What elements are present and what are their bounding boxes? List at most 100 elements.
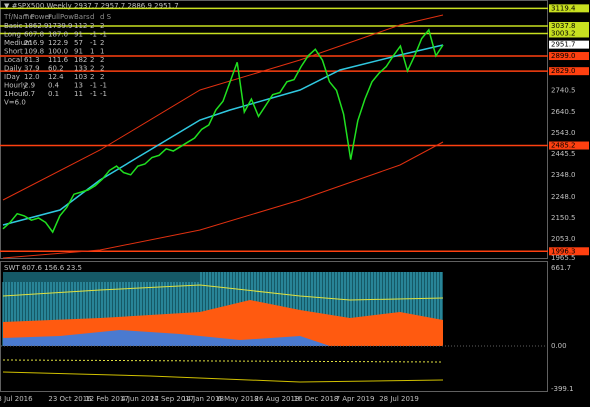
table-cell: 1862.9 bbox=[24, 22, 49, 30]
table-cell: 2.9 bbox=[24, 82, 35, 90]
table-cell: -1 bbox=[90, 39, 97, 47]
price-label: 2829.0 bbox=[551, 67, 576, 75]
indicator-axis-label: 661.7 bbox=[551, 264, 571, 272]
date-label: 26 Aug 2018 bbox=[255, 395, 300, 403]
table-footer: V=6.0 bbox=[4, 99, 26, 107]
table-cell: 2 bbox=[100, 73, 104, 81]
table-header: T Power bbox=[23, 13, 52, 21]
table-cell: 111.6 bbox=[48, 56, 69, 64]
table-header: d bbox=[90, 13, 94, 21]
table-cell: 2 bbox=[90, 56, 94, 64]
table-header: Bars bbox=[74, 13, 90, 21]
price-box bbox=[549, 67, 589, 76]
price-label: 2348.0 bbox=[551, 171, 576, 179]
table-cell: Local bbox=[4, 56, 22, 64]
table-cell: IDay bbox=[4, 73, 20, 81]
table-cell: -1 bbox=[90, 82, 97, 90]
price-label: 2053.0 bbox=[551, 235, 576, 243]
header: ▼ #SPX500,Weekly 2937.7 2957.7 2886.9 29… bbox=[4, 2, 179, 10]
price-box bbox=[549, 40, 589, 49]
table-header: d S bbox=[100, 13, 112, 21]
indicator-dash bbox=[2, 359, 444, 363]
table-cell: 11 bbox=[74, 90, 83, 98]
price-label: 2740.5 bbox=[551, 86, 576, 94]
date-label: 28 Jul 2019 bbox=[379, 395, 419, 403]
table-cell: -1 bbox=[90, 31, 97, 39]
date-label: 16 Dec 2018 bbox=[294, 395, 339, 403]
date-label: 6 May 2018 bbox=[217, 395, 258, 403]
price-box bbox=[549, 4, 589, 13]
table-cell: Hourly bbox=[4, 82, 27, 90]
price-label: 2899.0 bbox=[551, 52, 576, 60]
channel-upper bbox=[2, 14, 444, 201]
date-label: 12 Feb 2017 bbox=[85, 395, 129, 403]
price-box bbox=[549, 22, 589, 30]
table-cell: 187.0 bbox=[48, 31, 68, 39]
price-label: 2445.5 bbox=[551, 150, 576, 158]
table-cell: Basic bbox=[4, 22, 23, 30]
table-cell: 2 bbox=[100, 56, 104, 64]
table-cell: -1 bbox=[100, 90, 107, 98]
price-label: 2485.2 bbox=[551, 142, 576, 150]
table-cell: 61.3 bbox=[24, 56, 40, 64]
table-cell: 216.9 bbox=[24, 39, 44, 47]
table-cell: 12.4 bbox=[48, 73, 64, 81]
price-label: 2640.5 bbox=[551, 108, 576, 116]
table-cell: 109.8 bbox=[24, 48, 44, 56]
table-cell: 112 bbox=[74, 22, 87, 30]
table-cell: 13 bbox=[74, 82, 83, 90]
table-cell: 0.1 bbox=[48, 90, 59, 98]
price-label: 2543.0 bbox=[551, 129, 576, 137]
table-cell: 60.2 bbox=[48, 65, 64, 73]
date-label: 3 Jul 2016 bbox=[0, 395, 33, 403]
price-label: 1996.3 bbox=[551, 247, 576, 255]
table-cell: 2 bbox=[100, 65, 104, 73]
price-frame bbox=[0, 0, 548, 259]
price-label: 2248.0 bbox=[551, 193, 576, 201]
table-cell: 57 bbox=[74, 39, 83, 47]
table-cell: 1 bbox=[100, 48, 104, 56]
table-cell: 0.4 bbox=[48, 82, 60, 90]
channel-lower bbox=[2, 141, 444, 259]
table-cell: 1739.9 bbox=[48, 22, 73, 30]
table-cell: 2 bbox=[90, 73, 94, 81]
date-label: 4 Jun 2017 bbox=[121, 395, 159, 403]
table-cell: 12.0 bbox=[24, 73, 40, 81]
indicator-label: SWT 607.6 156.6 23.5 bbox=[4, 264, 82, 272]
price-line bbox=[2, 28, 444, 234]
indicator-axis-label: -399.1 bbox=[551, 385, 574, 393]
table-cell: 133 bbox=[74, 65, 87, 73]
price-label: 2951.7 bbox=[551, 41, 576, 49]
price-box bbox=[549, 52, 589, 61]
table-cell: 607.8 bbox=[24, 31, 44, 39]
table-header: Tf/Name bbox=[3, 13, 34, 21]
table-cell: 182 bbox=[74, 56, 87, 64]
table-cell: 2 bbox=[100, 39, 104, 47]
table-cell: 2 bbox=[100, 22, 104, 30]
table-cell: 0.7 bbox=[24, 90, 35, 98]
table-cell: -1 bbox=[100, 31, 107, 39]
indicator-yellow bbox=[2, 284, 444, 301]
date-label: 14 Jan 2018 bbox=[182, 395, 224, 403]
table-cell: 122.9 bbox=[48, 39, 68, 47]
table-cell: 103 bbox=[74, 73, 87, 81]
indicator-yellow2 bbox=[2, 371, 444, 383]
table-cell: 91 bbox=[74, 31, 83, 39]
price-box bbox=[549, 29, 589, 38]
price-label: 2150.5 bbox=[551, 214, 576, 222]
price-label: 3119.4 bbox=[551, 4, 576, 12]
table-cell: 37.9 bbox=[24, 65, 40, 73]
table-cell: Medium bbox=[4, 39, 32, 47]
table-cell: Long bbox=[4, 31, 21, 39]
table-cell: Short bbox=[4, 48, 23, 56]
table-cell: 91 bbox=[74, 48, 83, 56]
price-label: 3037.8 bbox=[551, 22, 576, 30]
date-label: 24 Sep 2017 bbox=[150, 395, 194, 403]
table-cell: Daily bbox=[4, 65, 22, 73]
date-label: 7 Apr 2019 bbox=[336, 395, 375, 403]
moving-average bbox=[2, 44, 444, 226]
table-cell: -1 bbox=[100, 82, 107, 90]
table-cell: -1 bbox=[90, 90, 97, 98]
table-cell: 2 bbox=[90, 65, 94, 73]
